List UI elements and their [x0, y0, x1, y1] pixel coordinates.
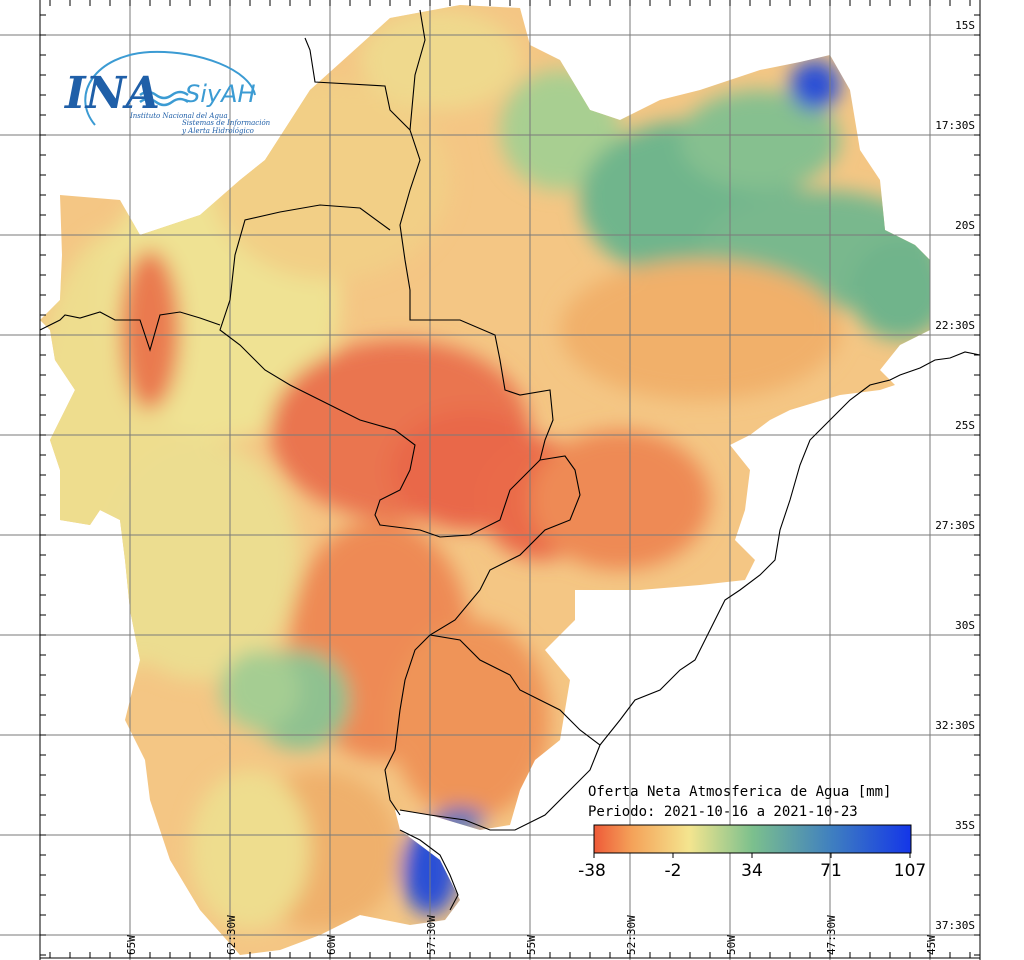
colorbar-tick-label: 34 — [741, 861, 763, 881]
lon-label: 57:30W — [425, 915, 438, 955]
colorbar-tick-label: -2 — [665, 861, 682, 881]
lon-label: 60W — [325, 935, 338, 955]
longitude-labels: 65W 62:30W 60W 57:30W 55W 52:30W 50W 47:… — [125, 915, 938, 955]
logo-subtitle-1: Instituto Nacional del Agua — [129, 112, 228, 120]
colorbar-tick-label: 107 — [894, 861, 926, 881]
graticule-grid — [0, 0, 980, 960]
lon-label: 52:30W — [625, 915, 638, 955]
lat-label: 35S — [955, 819, 975, 832]
lon-label: 65W — [125, 935, 138, 955]
latitude-labels: 15S 17:30S 20S 22:30S 25S 27:30S 30S 32:… — [935, 19, 975, 932]
legend-title: Oferta Neta Atmosferica de Agua [mm] — [588, 784, 891, 800]
lat-label: 15S — [955, 19, 975, 32]
lon-label: 62:30W — [225, 915, 238, 955]
logo-siyah-text: SiyAH — [185, 80, 256, 108]
lat-label: 30S — [955, 619, 975, 632]
lat-label: 32:30S — [935, 719, 975, 732]
lat-label: 37:30S — [935, 919, 975, 932]
lat-label: 22:30S — [935, 319, 975, 332]
logo-swoosh-icon — [84, 50, 256, 126]
tick-marks — [40, 0, 980, 958]
lon-label: 47:30W — [825, 915, 838, 955]
lat-label: 20S — [955, 219, 975, 232]
colorbar-tick-label: -38 — [578, 861, 606, 881]
colorbar — [593, 824, 912, 854]
lat-label: 17:30S — [935, 119, 975, 132]
logo-subtitle-3: y Alerta Hidrológico — [181, 127, 254, 135]
logo-subtitle-2: Sistemas de Información — [182, 119, 271, 127]
legend-period: Periodo: 2021-10-16 a 2021-10-23 — [588, 804, 858, 820]
legend: Oferta Neta Atmosferica de Agua [mm] Per… — [578, 784, 926, 881]
ina-siyah-logo: INA SiyAH Instituto Nacional del Agua Si… — [63, 50, 271, 135]
country-borders — [39, 9, 981, 911]
logo-wave-icon — [139, 90, 189, 100]
colorbar-tick-label: 71 — [820, 861, 842, 881]
lat-label: 25S — [955, 419, 975, 432]
lon-label: 50W — [725, 935, 738, 955]
logo-ina-text: INA — [63, 68, 160, 119]
lon-label: 55W — [525, 935, 538, 955]
lat-label: 27:30S — [935, 519, 975, 532]
lon-label: 45W — [925, 935, 938, 955]
